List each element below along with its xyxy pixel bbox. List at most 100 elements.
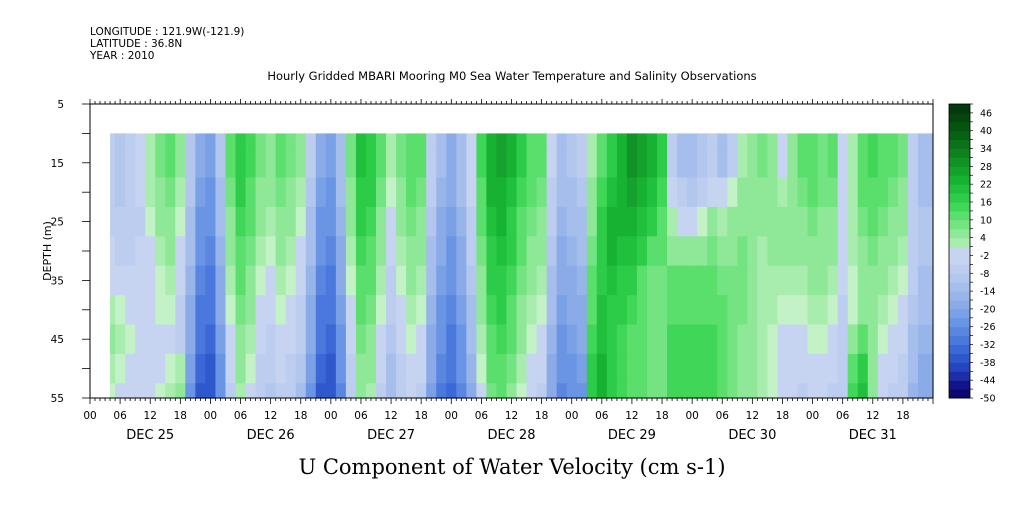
heatmap-cell (215, 236, 227, 267)
heatmap-cell (456, 236, 467, 267)
heatmap-cell (115, 148, 126, 179)
heatmap-cell (165, 177, 176, 208)
heatmap-cell (245, 148, 257, 179)
heatmap-cell (285, 353, 297, 384)
heatmap-cell (205, 177, 217, 208)
heatmap-cell (285, 324, 297, 355)
heatmap-cell (747, 324, 758, 355)
heatmap-cell (185, 324, 196, 355)
heatmap-cell (275, 324, 287, 355)
heatmap-cell (687, 383, 698, 399)
heatmap-cell (717, 383, 728, 399)
heatmap-cell (205, 236, 217, 267)
x-tick-label: 06 (595, 410, 609, 422)
x-tick-label: 12 (866, 410, 879, 422)
heatmap-cell (787, 148, 799, 179)
heatmap-cell (877, 324, 889, 355)
heatmap-cell (837, 324, 849, 355)
heatmap-cell (446, 383, 457, 399)
heatmap-cell (145, 295, 156, 326)
heatmap-cell (536, 236, 548, 267)
heatmap-cell (546, 383, 558, 399)
heatmap-cell (245, 236, 257, 267)
heatmap-cell (315, 206, 327, 237)
heatmap-cell (777, 206, 789, 237)
heatmap-cell (707, 236, 718, 267)
heatmap-cell (215, 133, 227, 149)
x-tick-label: 00 (445, 410, 458, 422)
heatmap-cell (345, 295, 357, 326)
heatmap-cell (897, 177, 909, 208)
heatmap-cell (606, 353, 618, 384)
heatmap-cell (426, 206, 437, 237)
heatmap-cell (175, 236, 186, 267)
colorbar-label: 4 (980, 233, 986, 244)
x-tick-label: 12 (746, 410, 759, 422)
heatmap-cell (616, 383, 628, 399)
x-tick-label: 18 (896, 410, 909, 422)
heatmap-cell (767, 177, 779, 208)
heatmap-cell (827, 148, 839, 179)
heatmap-cell (526, 148, 538, 179)
heatmap-cell (767, 148, 779, 179)
heatmap-cell (386, 133, 397, 149)
heatmap-cell (355, 383, 367, 399)
heatmap-cell (245, 206, 257, 237)
heatmap-cell (235, 148, 247, 179)
heatmap-cell (115, 236, 126, 267)
heatmap-cell (110, 206, 116, 237)
heatmap-cell (466, 236, 477, 267)
heatmap-cell (396, 133, 407, 149)
heatmap-cell (586, 148, 598, 179)
heatmap-cell (907, 383, 919, 399)
colorbar-frame (948, 103, 971, 399)
x-tick-label: 00 (324, 410, 337, 422)
heatmap-cell (917, 236, 934, 267)
heatmap-cell (687, 265, 698, 296)
heatmap-cell (657, 133, 668, 149)
heatmap-cell (566, 265, 578, 296)
heatmap-cell (215, 353, 227, 384)
heatmap-cell (636, 295, 648, 326)
heatmap-cell (406, 265, 417, 296)
heatmap-cell (817, 148, 829, 179)
heatmap-cell (616, 148, 628, 179)
heatmap-cell (365, 133, 377, 149)
heatmap-cell (546, 265, 558, 296)
heatmap-cell (917, 177, 934, 208)
heatmap-cell (225, 148, 237, 179)
heatmap-cell (365, 236, 377, 267)
heatmap-cell (396, 324, 407, 355)
heatmap-cell (496, 324, 508, 355)
heatmap-cell (777, 324, 789, 355)
heatmap-cell (315, 324, 327, 355)
heatmap-cell (486, 206, 498, 237)
heatmap-cell (657, 177, 668, 208)
heatmap-cell (556, 133, 568, 149)
colorbar-swatch (949, 246, 970, 256)
heatmap-cells (110, 133, 934, 399)
heatmap-cell (667, 324, 678, 355)
heatmap-cell (365, 265, 377, 296)
heatmap-cell (476, 177, 488, 208)
heatmap-cell (566, 236, 578, 267)
heatmap-cell (145, 324, 156, 355)
heatmap-cell (345, 133, 357, 149)
heatmap-cell (496, 383, 508, 399)
x-axis-title: U Component of Water Velocity (cm s-1) (298, 455, 725, 479)
heatmap-cell (275, 236, 287, 267)
colorbar-label: -26 (980, 322, 996, 333)
heatmap-cell (757, 383, 769, 399)
heatmap-cell (857, 133, 869, 149)
heatmap-cell (285, 148, 297, 179)
heatmap-cell (416, 206, 427, 237)
y-axis: 5 15 25 35 45 55 (51, 99, 90, 405)
heatmap-cell (707, 383, 718, 399)
heatmap-cell (717, 236, 728, 267)
heatmap-cell (486, 353, 498, 384)
colorbar-swatch (949, 121, 970, 132)
heatmap-cell (255, 236, 267, 267)
heatmap-cell (496, 295, 508, 326)
heatmap-cell (646, 236, 658, 267)
heatmap-cell (857, 206, 869, 237)
